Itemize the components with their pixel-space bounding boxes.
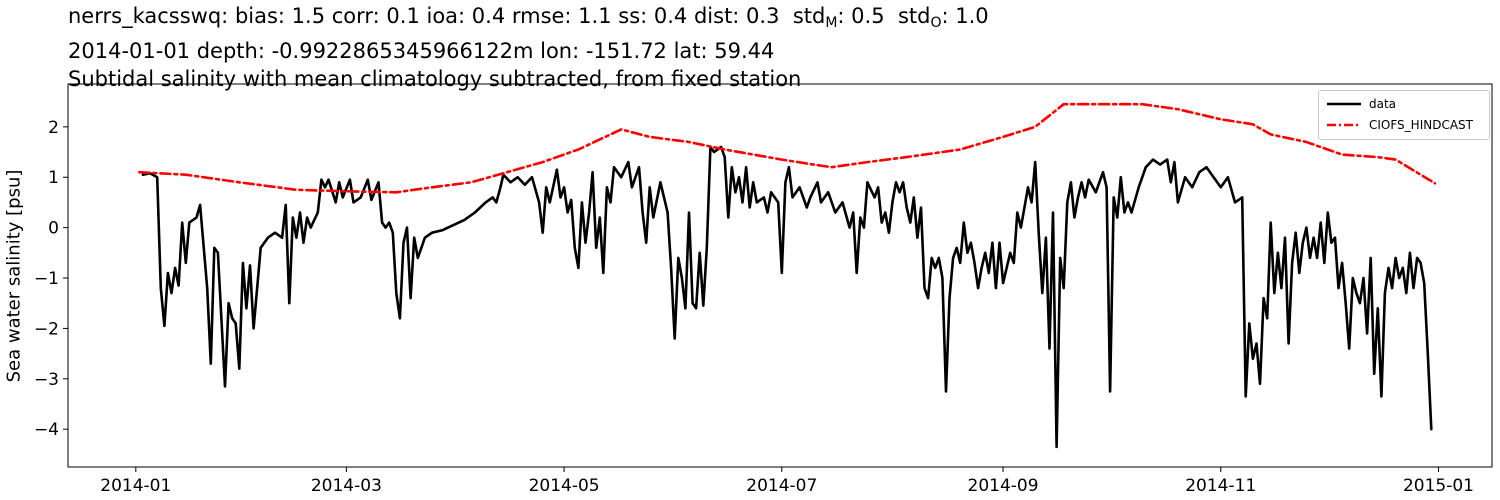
stats-title: nerrs_kacsswq: bias: 1.5 corr: 0.1 ioa: … [68, 2, 989, 37]
legend-item-ciofs: CIOFS_HINDCAST [1327, 116, 1473, 134]
y-tick-label: 0 [48, 219, 59, 239]
series-layer [138, 102, 1437, 449]
std-o-subscript: O [930, 15, 942, 31]
x-tick-label: 2014-07 [746, 476, 817, 496]
stats-text: bias: 1.5 corr: 0.1 ioa: 0.4 rmse: 1.1 s… [234, 4, 780, 28]
std-m-subscript: M [825, 15, 838, 31]
std-o-value: : 1.0 [941, 4, 989, 28]
legend-item-data: data [1327, 95, 1396, 113]
x-tick-label: 2014-09 [968, 476, 1039, 496]
y-axis-label: Sea water salinity [psu] [3, 169, 25, 383]
y-tick-label: −3 [34, 370, 59, 390]
x-tick-label: 2014-01 [100, 476, 171, 496]
location-title: 2014-01-01 depth: -0.9922865345966122m l… [68, 39, 775, 63]
axes-layer: 2014-01 2014-03 2014-05 2014-07 2014-09 2014-… [34, 83, 1493, 496]
legend-swatch-ciofs [1327, 123, 1361, 127]
y-tick-label: 1 [48, 168, 59, 188]
std-m-value: : 0.5 [837, 4, 885, 28]
chart-titles: nerrs_kacsswq: bias: 1.5 corr: 0.1 ioa: … [68, 2, 989, 93]
plot-frame [67, 83, 1493, 468]
std-o-label: std [897, 4, 931, 28]
x-tick-label: 2015-01 [1403, 476, 1474, 496]
chart-title: Subtidal salinity with mean climatology … [68, 67, 802, 91]
station-name: nerrs_kacsswq: [68, 4, 229, 28]
y-tick-label: −1 [34, 269, 59, 289]
legend-swatch-data [1327, 102, 1361, 106]
std-m-label: std [792, 4, 826, 28]
series-line-data [141, 145, 1433, 449]
x-tick-label: 2014-11 [1185, 476, 1256, 496]
x-tick-label: 2014-05 [529, 476, 600, 496]
y-tick-label: −2 [34, 319, 59, 339]
x-tick-label: 2014-03 [311, 476, 382, 496]
y-tick-label: 2 [48, 118, 59, 138]
legend-label-ciofs: CIOFS_HINDCAST [1369, 118, 1473, 132]
legend: data CIOFS_HINDCAST [1318, 90, 1490, 140]
y-tick-label: −4 [34, 420, 59, 440]
legend-label-data: data [1369, 97, 1397, 111]
series-line-ciofs-hindcast [138, 102, 1437, 194]
